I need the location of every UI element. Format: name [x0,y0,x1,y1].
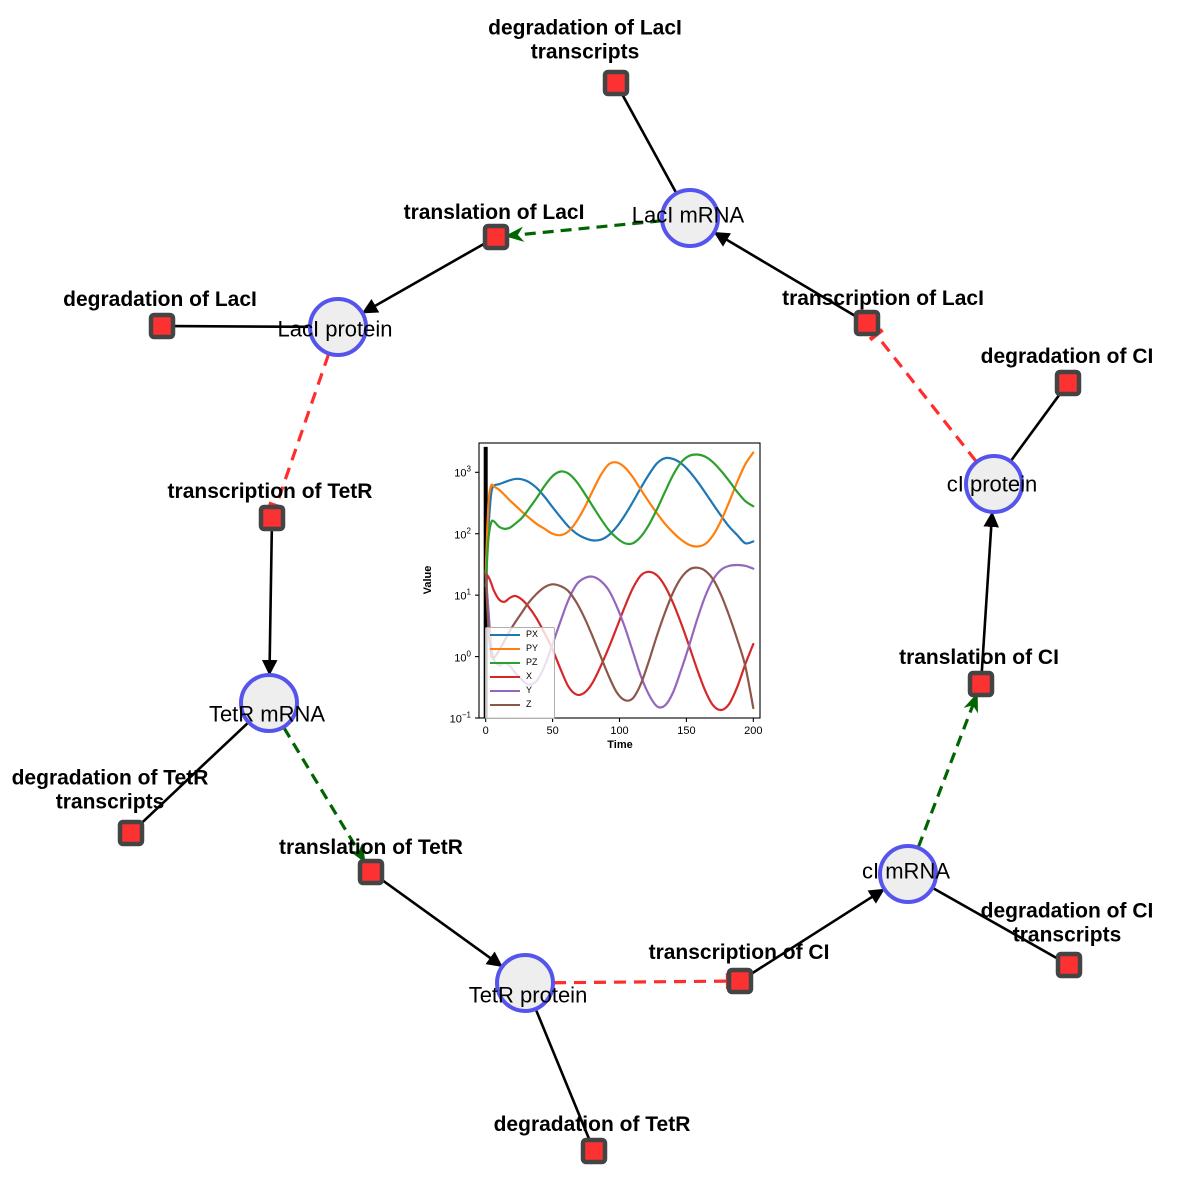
edge-layer [140,92,1062,1142]
edge-catalysis [504,219,662,242]
edge-catalysis [282,727,367,864]
plot-ylabel: Value [422,565,434,595]
plot-ytick-label: 100 [454,649,471,664]
legend-entry-Y: Y [486,684,554,698]
edge-arrow [261,528,278,676]
legend-entry-X: X [486,670,554,684]
reaction-node-deg_tetr_transcripts[interactable] [117,819,145,847]
reaction-label-transcr_ci: transcription of CI [648,941,830,965]
species-node-tetr_protein[interactable] [495,953,555,1013]
legend-label: PX [526,629,539,639]
reaction-node-deg_ci_transcripts[interactable] [1055,951,1083,979]
edge-arrow [980,511,999,674]
reaction-node-transl_tetr[interactable] [357,858,385,886]
legend-swatch [490,662,520,664]
reaction-label-transcr_tetr: transcription of TetR [167,480,373,504]
species-node-laci_mrna[interactable] [660,188,720,248]
plot-ytick-label: 10−1 [449,710,471,726]
legend-entry-PY: PY [486,642,554,656]
edge-plain [534,1009,591,1142]
plot-series-PX [484,456,755,576]
reaction-node-deg_ci[interactable] [1054,369,1082,397]
plot-series-PY [484,451,755,576]
reaction-node-transl_laci[interactable] [482,223,510,251]
edge-arrow [713,231,858,318]
legend-swatch [490,648,520,650]
legend-entry-Z: Z [486,698,554,712]
edge-arrow [749,888,885,976]
node-layer [117,69,1083,1165]
reaction-node-deg_laci_transcripts[interactable] [602,69,630,97]
species-label-ci_protein: cI protein [946,471,1038,497]
reaction-node-deg_tetr[interactable] [580,1137,608,1165]
plot-ytick-label: 103 [454,464,471,480]
reaction-label-transl_tetr: translation of TetR [279,836,463,860]
edge-arrow [361,241,487,314]
reaction-node-transl_ci[interactable] [967,670,995,698]
plot-xtick-label: 200 [744,725,763,737]
plot-ytick-label: 101 [454,587,471,603]
legend-label: PY [526,643,539,653]
reaction-label-deg_ci_transcripts: degradation of CI transcripts [980,899,1154,946]
species-node-laci_protein[interactable] [308,297,368,357]
legend-swatch [490,634,520,636]
edge-plain [140,721,249,825]
legend-swatch [490,690,520,692]
reaction-label-deg_laci_transcripts: degradation of LacI transcripts [488,16,682,63]
plot-xtick-label: 150 [677,725,696,737]
reaction-label-deg_ci: degradation of CI [980,345,1154,369]
species-label-laci_protein: LacI protein [277,316,393,342]
legend-label: X [526,671,533,681]
legend-label: Z [526,699,532,709]
species-label-ci_mrna: cI mRNA [862,858,950,884]
edge-plain [172,324,310,329]
plot-series-X [484,570,755,712]
plot-xtick-label: 100 [610,725,629,737]
edge-arrow [380,878,503,968]
species-label-tetr_mrna: TetR mRNA [208,701,326,727]
plot-tick-layer [475,471,754,722]
edge-inhibition [868,328,978,463]
reaction-label-transcr_laci: transcription of LacI [782,287,984,311]
edge-catalysis [916,692,979,848]
reaction-label-deg_tetr: degradation of TetR [493,1113,691,1137]
legend-label: Y [526,685,533,695]
species-node-ci_mrna[interactable] [878,844,938,904]
plot-legend: PX PY PZ X Y Z [485,627,555,719]
reaction-label-transl_laci: translation of LacI [403,201,585,225]
edge-plain [932,887,1060,961]
edge-plain [620,92,678,194]
edge-inhibition [267,353,331,511]
edge-plain [1010,392,1062,462]
plot-ytick-label: 102 [454,526,471,542]
reaction-label-deg_laci: degradation of LacI [63,288,257,312]
plot-xtick-label: 50 [546,725,559,737]
species-node-ci_protein[interactable] [964,454,1024,514]
species-label-laci_mrna: LacI mRNA [631,202,745,228]
legend-label: PZ [526,657,538,667]
species-label-tetr_protein: TetR protein [468,982,588,1008]
legend-swatch [490,676,520,678]
reaction-label-deg_tetr_transcripts: degradation of TetR transcripts [11,766,209,813]
reaction-node-transcr_laci[interactable] [853,309,881,337]
legend-entry-PZ: PZ [486,656,554,670]
edge-inhibition [553,973,731,990]
plot-series-PZ [484,453,755,588]
plot-xlabel: Time [607,739,633,751]
legend-entry-PX: PX [486,628,554,642]
plot-xtick-label: 0 [482,725,489,737]
reaction-node-transcr_ci[interactable] [726,967,754,995]
species-node-tetr_mrna[interactable] [239,673,299,733]
reaction-node-transcr_tetr[interactable] [258,504,286,532]
legend-swatch [490,704,520,706]
reaction-label-transl_ci: translation of CI [899,646,1059,670]
timecourse-plot: Value Time 10−1 100 101 102 103 0 50 100 150 200… [415,437,770,755]
reaction-node-deg_laci[interactable] [148,312,176,340]
